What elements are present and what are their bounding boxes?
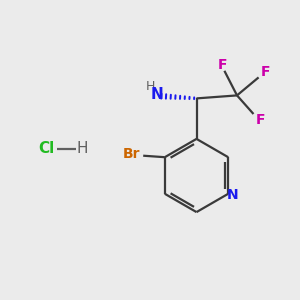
Text: Br: Br [122,147,140,161]
Text: Cl: Cl [38,141,55,156]
Text: N: N [226,188,238,202]
Text: F: F [260,65,270,79]
Text: N: N [151,87,164,102]
Text: H: H [146,80,155,93]
Text: F: F [255,113,265,127]
Text: H: H [76,141,88,156]
Text: F: F [218,58,228,72]
